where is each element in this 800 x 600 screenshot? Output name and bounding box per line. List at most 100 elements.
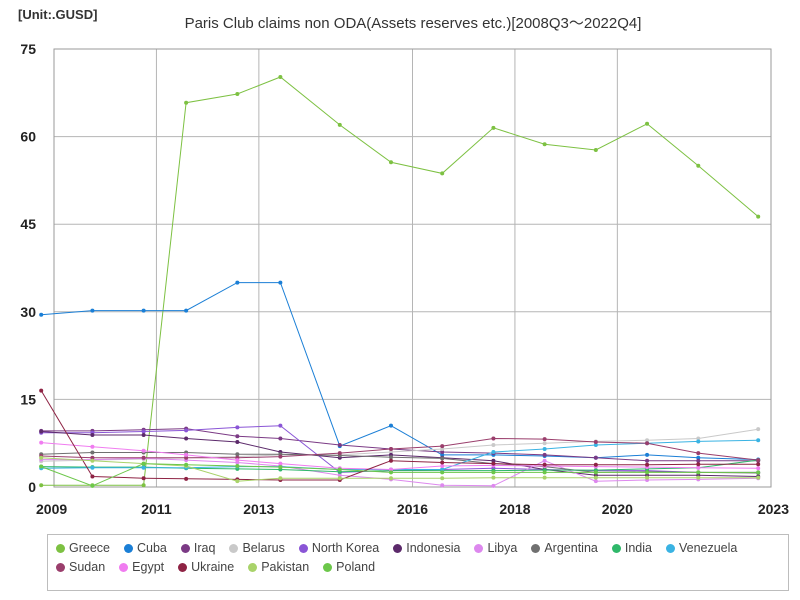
y-axis-ticks: 0 15 30 45 60 75 [20, 41, 36, 495]
data-point [440, 456, 445, 461]
y-tick-label: 0 [28, 479, 36, 495]
series-cuba [39, 280, 761, 462]
data-point [593, 475, 598, 480]
series-line [41, 428, 759, 462]
data-point [440, 452, 445, 457]
x-tick-label: 2023 [758, 501, 789, 517]
data-point [235, 440, 240, 445]
legend-label: North Korea [311, 541, 380, 555]
data-point [491, 475, 496, 480]
data-point [696, 465, 701, 470]
data-point [756, 427, 761, 432]
legend-label: Argentina [544, 541, 598, 555]
data-point [90, 465, 95, 470]
legend-item: Greece [56, 541, 110, 555]
data-point [184, 428, 189, 433]
data-point [235, 91, 240, 96]
data-point [39, 464, 44, 469]
data-point [235, 280, 240, 285]
data-point [39, 429, 44, 434]
data-point [141, 455, 146, 460]
data-point [90, 458, 95, 463]
data-point [440, 483, 445, 488]
data-point [278, 280, 283, 285]
data-point [184, 308, 189, 313]
data-point [141, 476, 146, 481]
series-greece [39, 75, 761, 488]
legend-marker [178, 562, 188, 572]
data-point [184, 452, 189, 457]
legend-marker [323, 562, 333, 572]
legend-label: Venezuela [678, 541, 738, 555]
data-point [756, 470, 761, 475]
legend-item: Libya [474, 541, 517, 555]
legend-label: Sudan [69, 560, 106, 574]
legend-item: Poland [323, 560, 375, 574]
data-point [491, 483, 496, 488]
data-point [491, 461, 496, 466]
legend-label: Greece [69, 541, 110, 555]
data-point [756, 462, 761, 467]
data-point [593, 479, 598, 484]
data-point [645, 438, 650, 443]
data-point [491, 125, 496, 130]
legend-label: Ukraine [191, 560, 235, 574]
legend-label: Poland [336, 560, 376, 574]
data-point [491, 449, 496, 454]
legend-marker [611, 543, 621, 553]
data-point [593, 148, 598, 153]
x-tick-label: 2016 [397, 501, 428, 517]
legend-marker [474, 543, 484, 553]
data-point [491, 470, 496, 475]
data-point [542, 441, 547, 446]
data-point [141, 465, 146, 470]
data-point [388, 467, 393, 472]
data-point [440, 467, 445, 472]
data-point [184, 455, 189, 460]
data-point [491, 458, 496, 463]
data-point [337, 122, 342, 127]
data-point [440, 449, 445, 454]
legend-item: Iraq [180, 541, 215, 555]
data-point [756, 458, 761, 463]
data-point [90, 450, 95, 455]
legend-marker [56, 562, 65, 572]
data-point [645, 458, 650, 463]
data-point [337, 451, 342, 456]
legend-item: Argentina [531, 541, 598, 555]
data-point [440, 171, 445, 176]
legend-marker [124, 543, 133, 553]
data-point [388, 160, 393, 165]
data-point [278, 436, 283, 441]
data-point [696, 163, 701, 168]
data-point [440, 444, 445, 449]
legend-marker [298, 543, 308, 553]
data-point [542, 462, 547, 467]
legend-marker [229, 543, 239, 553]
x-tick-label: 2011 [141, 501, 172, 517]
series-poland [39, 461, 761, 488]
data-point [593, 442, 598, 447]
data-point [235, 458, 240, 463]
legend-marker [56, 543, 65, 553]
data-point [39, 440, 44, 445]
data-point [278, 476, 283, 481]
data-point [756, 466, 761, 471]
legend-label: India [624, 541, 652, 555]
data-point [141, 308, 146, 313]
data-point [696, 439, 701, 444]
legend-marker [119, 562, 129, 572]
data-point [388, 476, 393, 481]
data-point [235, 452, 240, 457]
data-point [184, 100, 189, 105]
data-point [184, 436, 189, 441]
data-point [90, 474, 95, 479]
data-point [645, 441, 650, 446]
legend-item: North Korea [298, 541, 380, 555]
data-point [235, 434, 240, 439]
data-point [542, 470, 547, 475]
data-point [696, 458, 701, 463]
data-point [388, 458, 393, 463]
data-point [278, 75, 283, 80]
data-point [542, 458, 547, 463]
